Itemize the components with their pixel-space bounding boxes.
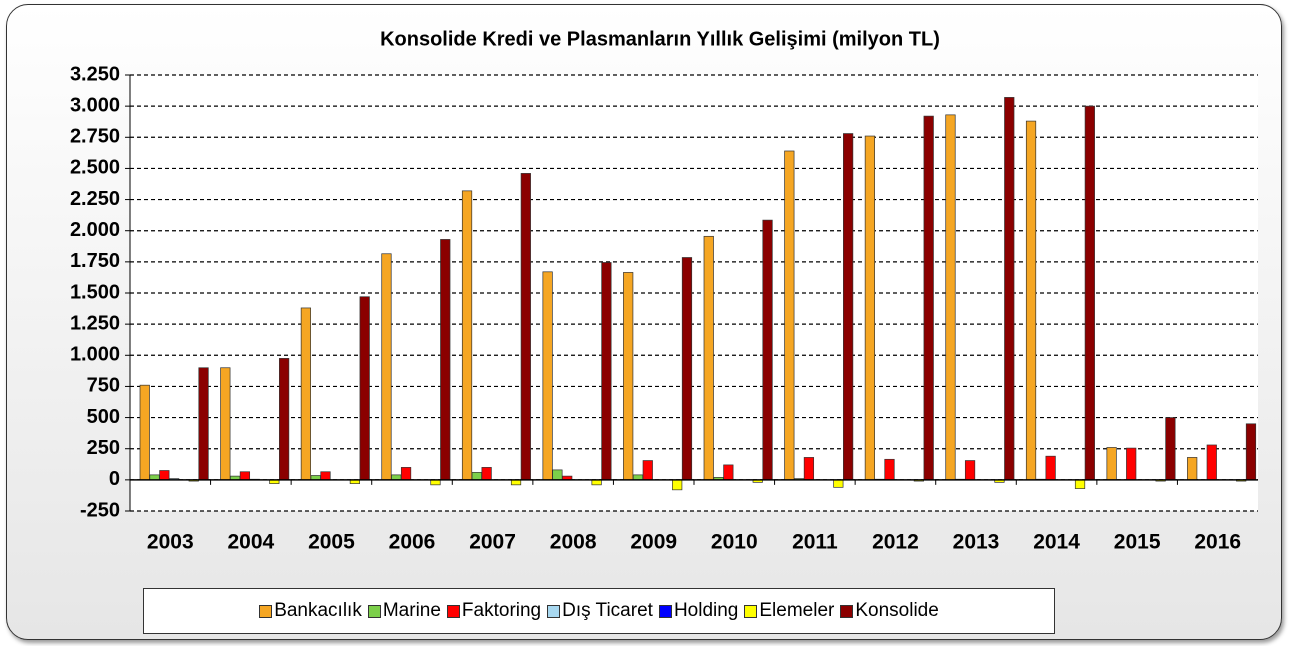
bar: [239, 471, 251, 481]
bar: [945, 114, 956, 481]
bar: [520, 173, 531, 481]
x-tick-label: 2013: [953, 531, 1000, 554]
x-tick-label: 2003: [147, 531, 194, 554]
bar: [198, 367, 209, 481]
bar: [703, 235, 714, 481]
x-tick-label: 2007: [469, 531, 516, 554]
bar: [1245, 423, 1257, 481]
x-tick-label: 2006: [389, 531, 436, 554]
y-tick-label: 250: [87, 437, 120, 459]
legend-item: Konsolide: [840, 600, 939, 622]
x-tick-label: 2009: [630, 531, 677, 554]
y-tick-label: 0: [109, 468, 120, 490]
y-tick-label: 2.250: [70, 188, 120, 210]
bar: [1025, 120, 1037, 481]
y-tick-label: 500: [87, 406, 120, 428]
bar: [159, 470, 170, 481]
legend-swatch: [446, 604, 460, 618]
x-tick-label: 2016: [1194, 531, 1241, 554]
y-tick-label: -250: [80, 499, 120, 521]
legend-label: Konsolide: [855, 600, 939, 621]
bar: [1165, 417, 1176, 481]
bar: [1045, 455, 1056, 481]
legend-item: Bankacılık: [259, 600, 362, 622]
bar: [843, 133, 854, 481]
bar: [803, 457, 815, 481]
bar: [481, 467, 492, 481]
bar: [471, 472, 482, 481]
bar: [884, 458, 895, 481]
legend-item: Holding: [658, 600, 739, 622]
legend-swatch: [547, 604, 561, 618]
y-tick-label: 1.750: [70, 250, 120, 272]
y-tick-label: 2.750: [70, 126, 120, 148]
legend-label: Holding: [673, 600, 739, 621]
legend-label: Marine: [382, 600, 441, 621]
bar: [1084, 105, 1095, 481]
x-tick-label: 2010: [711, 531, 758, 554]
bar: [440, 239, 451, 481]
bar: [220, 367, 231, 481]
y-tick-label: 1.250: [70, 312, 120, 334]
bar: [400, 467, 412, 481]
bar: [1074, 479, 1086, 489]
legend-label: Dış Ticaret: [562, 600, 653, 621]
bar: [833, 479, 844, 488]
bar: [1106, 447, 1117, 481]
legend-label: Faktoring: [461, 600, 542, 621]
y-tick-label: 1.500: [70, 281, 120, 303]
legend-item: Faktoring: [446, 600, 542, 622]
bar: [279, 358, 290, 481]
bar: [1187, 457, 1198, 481]
x-tick-label: 2008: [550, 531, 597, 554]
bar: [552, 469, 563, 481]
legend-item: Dış Ticaret: [547, 600, 653, 622]
bar: [601, 262, 612, 481]
legend-item: Marine: [367, 600, 441, 622]
x-tick-label: 2014: [1033, 531, 1080, 554]
bar: [320, 471, 331, 481]
x-tick-label: 2005: [308, 531, 355, 554]
chart-title: Konsolide Kredi ve Plasmanların Yıllık G…: [380, 28, 940, 50]
y-tick-label: 3.000: [70, 94, 120, 116]
legend-item: Elemeler: [744, 600, 834, 622]
legend: Bankacılık Marine Faktoring Dış Ticaret Hold…: [143, 588, 1055, 634]
bar: [139, 384, 150, 481]
bar: [1126, 447, 1137, 481]
bar: [723, 464, 734, 481]
legend-swatch: [367, 604, 381, 618]
y-tick-label: 1.000: [70, 344, 120, 366]
x-tick-label: 2015: [1114, 531, 1161, 554]
legend-label: Bankacılık: [274, 600, 362, 621]
bar: [864, 135, 875, 481]
x-tick-label: 2012: [872, 531, 919, 554]
y-tick-label: 2.000: [70, 219, 120, 241]
bar: [762, 219, 773, 481]
legend-swatch: [840, 604, 854, 618]
bar: [642, 460, 653, 481]
legend-swatch: [658, 604, 672, 618]
bar: [923, 115, 934, 481]
bar: [623, 272, 634, 481]
bar: [300, 307, 311, 481]
y-tick-label: 3.250: [70, 63, 120, 85]
legend-label: Elemeler: [759, 600, 835, 621]
x-tick-label: 2004: [227, 531, 274, 554]
bar: [381, 253, 392, 481]
bar: [784, 150, 795, 481]
x-tick-label: 2011: [792, 531, 838, 554]
bar: [1206, 444, 1217, 481]
y-tick-label: 750: [87, 375, 120, 397]
bar: [672, 479, 683, 491]
bar: [1004, 97, 1015, 481]
legend-swatch: [744, 604, 758, 618]
bar: [681, 257, 693, 481]
bar: [964, 460, 976, 481]
bar: [359, 296, 370, 481]
legend-swatch: [259, 604, 273, 618]
y-tick-label: 2.500: [70, 157, 120, 179]
bar: [461, 190, 473, 481]
bar: [542, 271, 553, 481]
